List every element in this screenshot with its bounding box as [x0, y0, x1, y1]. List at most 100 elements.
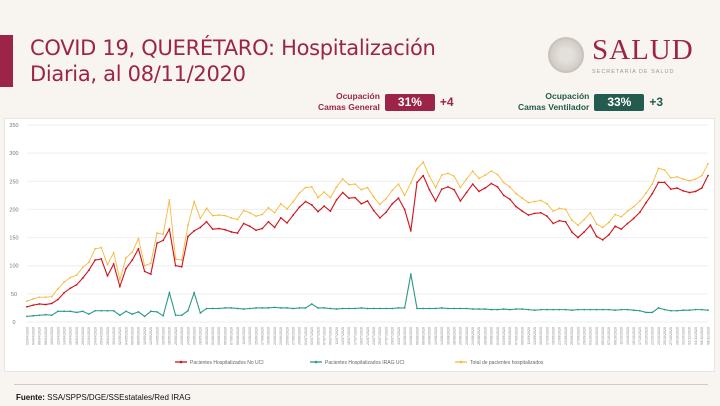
data-point: [552, 308, 555, 311]
national-seal-icon: [548, 36, 584, 73]
data-point: [515, 205, 517, 208]
data-point: [676, 309, 678, 312]
data-point: [527, 214, 530, 216]
legend-marker: [314, 360, 318, 364]
x-tick-label: 08/11/2020: [706, 327, 710, 345]
x-tick-label: 03/07/2020: [310, 327, 314, 345]
x-tick-label: 23/06/2020: [279, 327, 283, 345]
data-point: [496, 173, 499, 176]
data-point: [453, 175, 456, 178]
data-point: [502, 181, 505, 184]
data-point: [484, 308, 487, 310]
data-point: [131, 251, 134, 254]
data-point: [595, 308, 598, 311]
x-tick-label: 24/08/2020: [471, 327, 475, 345]
data-point: [527, 201, 530, 204]
x-tick-label: 03/09/2020: [502, 327, 506, 345]
x-tick-label: 13/07/2020: [341, 327, 345, 345]
x-tick-label: 05/07/2020: [316, 327, 320, 345]
series-line-1: [26, 274, 709, 318]
data-point: [38, 303, 41, 305]
data-point: [50, 314, 53, 317]
data-point: [211, 307, 214, 310]
y-tick-label: 100: [9, 264, 18, 270]
x-tick-label: 06/05/2020: [131, 327, 135, 345]
data-point: [81, 266, 84, 269]
title-line2: Diaria, al 08/11/2020: [30, 62, 246, 86]
data-point: [149, 262, 152, 265]
data-point: [329, 210, 332, 213]
x-tick-label: 08/08/2020: [422, 327, 426, 345]
data-point: [341, 178, 344, 180]
data-point: [230, 307, 233, 309]
data-point: [354, 196, 357, 199]
data-point: [317, 210, 319, 213]
data-point: [558, 308, 561, 311]
data-point: [533, 200, 536, 203]
data-point: [496, 308, 499, 311]
data-point: [304, 200, 307, 203]
data-point: [403, 194, 406, 197]
data-point: [310, 204, 313, 206]
data-point: [236, 307, 239, 310]
data-point: [478, 190, 480, 193]
x-tick-label: 06/04/2020: [38, 327, 42, 345]
x-tick-label: 28/04/2020: [106, 327, 110, 345]
data-point: [502, 194, 505, 197]
data-point: [589, 308, 592, 311]
data-point: [583, 218, 586, 221]
x-tick-label: 15/10/2020: [632, 327, 636, 345]
x-tick-label: 28/08/2020: [483, 327, 487, 345]
data-point: [131, 313, 134, 316]
data-point: [490, 182, 493, 185]
data-point: [199, 226, 202, 229]
data-point: [106, 263, 109, 266]
x-tick-label: 27/06/2020: [292, 327, 296, 345]
data-point: [459, 186, 462, 189]
x-tick-label: 26/08/2020: [477, 327, 481, 345]
data-point: [694, 190, 697, 193]
data-point: [112, 309, 115, 312]
x-tick-label: 02/08/2020: [403, 327, 407, 345]
x-tick-label: 11/07/2020: [335, 327, 339, 345]
data-point: [57, 310, 59, 313]
data-point: [341, 191, 344, 194]
data-point: [125, 256, 127, 259]
x-tick-label: 11/09/2020: [527, 327, 531, 345]
data-point: [100, 246, 103, 249]
x-tick-label: 18/04/2020: [75, 327, 79, 345]
data-point: [162, 233, 165, 236]
data-point: [471, 308, 474, 310]
data-point: [156, 232, 158, 234]
legend-marker: [179, 360, 183, 364]
source-label: Fuente:: [16, 393, 45, 402]
data-point: [397, 307, 400, 309]
data-point: [218, 214, 220, 216]
data-point: [651, 311, 654, 314]
x-tick-label: 05/09/2020: [508, 327, 512, 345]
data-point: [286, 307, 288, 309]
footer-divider: [14, 384, 708, 385]
data-point: [552, 210, 555, 213]
data-point: [26, 305, 28, 308]
data-point: [447, 172, 449, 175]
x-tick-label: 28/05/2020: [199, 327, 203, 345]
x-tick-label: 29/07/2020: [391, 327, 395, 345]
x-tick-label: 07/10/2020: [607, 327, 611, 345]
data-point: [657, 307, 660, 309]
data-point: [632, 217, 635, 220]
chart-panel: 0 50 100 150 200 250 300 350 02/04/2020 04/04/202…: [4, 118, 715, 372]
data-point: [149, 310, 152, 313]
data-point: [527, 308, 530, 311]
data-point: [75, 283, 78, 286]
x-tick-label: 21/10/2020: [651, 327, 655, 345]
data-point: [354, 307, 357, 310]
data-point: [471, 183, 474, 185]
data-point: [118, 278, 121, 281]
data-point: [416, 307, 418, 310]
data-point: [298, 307, 301, 309]
y-tick-label: 250: [9, 179, 18, 185]
y-tick-label: 50: [11, 292, 17, 298]
data-point: [125, 310, 127, 313]
data-point: [465, 178, 468, 180]
